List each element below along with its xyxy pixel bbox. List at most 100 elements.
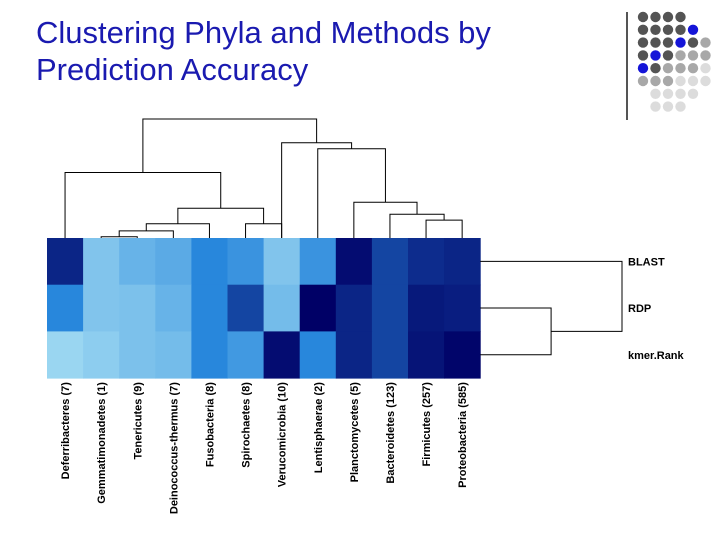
decorative-dot	[662, 101, 674, 112]
heatmap-cell	[119, 238, 156, 286]
dendrogram-branch	[317, 148, 386, 238]
column-labels: Deferribacteres (7) Gemmatimonadetes (1) T…	[60, 382, 469, 514]
decorative-dot	[687, 37, 699, 48]
dendrogram-branch	[389, 213, 445, 238]
row-label: BLAST	[628, 256, 665, 268]
heatmap-cell	[155, 238, 192, 286]
heatmap-cell	[299, 331, 337, 379]
decorative-dot	[637, 75, 649, 87]
row-label: kmer.Rank	[628, 350, 685, 362]
dendrogram-branch	[281, 142, 353, 238]
decorative-dot	[675, 101, 686, 112]
row-label: RDP	[628, 303, 651, 315]
column-label: Proteobacteria (585)	[457, 382, 469, 488]
heatmap-cell	[444, 238, 481, 286]
column-label: Tenericutes (9)	[132, 382, 144, 460]
column-label: Gemmatimonadetes (1)	[96, 382, 108, 504]
decorative-dot	[637, 63, 649, 74]
decorative-dot	[687, 50, 699, 61]
decorative-dot	[687, 75, 699, 87]
decorative-dot	[650, 37, 661, 48]
decorative-dot	[662, 63, 674, 74]
column-label: Bacteroidetes (123)	[385, 382, 397, 484]
dendrogram-branch	[425, 219, 463, 238]
page-title: Clustering Phyla and Methods by Predicti…	[36, 14, 491, 88]
decorative-dot	[650, 50, 661, 61]
heatmap-cell	[408, 284, 445, 332]
column-label: Firmicutes (257)	[421, 382, 433, 467]
decorative-dot	[687, 88, 699, 100]
decorative-dot	[687, 63, 699, 74]
title-line-1: Clustering Phyla and Methods by	[36, 15, 491, 50]
title-line-2: Prediction Accuracy	[36, 52, 309, 87]
decorative-dot	[675, 11, 686, 23]
heatmap-cell	[263, 331, 301, 379]
decorative-dot-grid	[637, 11, 711, 112]
dendrogram-branch	[480, 260, 623, 332]
column-label: Planctomycetes (5)	[349, 382, 361, 483]
heatmap-cell	[155, 331, 192, 379]
heatmap-cell	[83, 238, 120, 286]
row-dendrogram	[480, 260, 623, 356]
column-label: Lentisphaerae (2)	[313, 382, 325, 473]
heatmap-cell	[119, 284, 156, 332]
decorative-dot	[700, 50, 711, 61]
heatmap-cell	[335, 284, 373, 332]
dendrogram-branch	[142, 118, 318, 173]
decorative-dot	[637, 11, 649, 23]
decorative-dot	[650, 24, 661, 35]
dendrogram-branch	[100, 236, 138, 238]
heatmap-cell	[119, 331, 156, 379]
heatmap-cell	[83, 284, 120, 332]
decorative-dot	[675, 24, 686, 35]
heatmap-cell	[408, 238, 445, 286]
decorative-dot	[662, 50, 674, 61]
decorative-dot	[650, 101, 661, 112]
heatmap-cell	[227, 331, 265, 379]
heatmap-cell	[47, 238, 84, 286]
decorative-dot	[662, 88, 674, 100]
decorative-dot	[675, 88, 686, 100]
decorative-dot	[650, 11, 661, 23]
decorative-dot	[700, 37, 711, 48]
column-label: Deferribacteres (7)	[60, 382, 72, 480]
decorative-dot	[650, 63, 661, 74]
decorative-dot	[650, 75, 661, 87]
decorative-dot	[637, 37, 649, 48]
decorative-dot	[700, 75, 711, 87]
heatmap-cell	[335, 331, 373, 379]
heatmap-cell	[371, 284, 409, 332]
heatmap-cell	[191, 284, 228, 332]
heatmap-cell	[227, 284, 265, 332]
heatmap-cell	[408, 331, 445, 379]
heatmap-cell	[263, 238, 301, 286]
heatmap-cell	[191, 238, 228, 286]
dendrogram-branch	[245, 223, 283, 238]
column-label: Verucomicrobia (10)	[277, 382, 289, 487]
column-dendrogram	[64, 118, 463, 238]
heatmap-cell	[335, 238, 373, 286]
dendrogram-branch	[480, 307, 552, 356]
decorative-dot	[675, 37, 686, 48]
row-labels: BLAST RDP kmer.Rank	[628, 256, 685, 361]
decorative-dot	[650, 88, 661, 100]
decorative-dot	[637, 50, 649, 61]
column-label: Spirochaetes (8)	[241, 382, 253, 468]
decorative-dot	[675, 75, 686, 87]
decorative-dot	[662, 11, 674, 23]
dendrogram-branch	[64, 172, 222, 238]
heatmap-cell	[263, 284, 301, 332]
heatmap-cell	[444, 284, 481, 332]
decorative-dot	[637, 24, 649, 35]
heatmap-cell	[371, 238, 409, 286]
heatmap-cell	[299, 284, 337, 332]
heatmap-cell	[191, 331, 228, 379]
heatmap-cell	[47, 331, 84, 379]
column-label: Deinococcus-thermus (7)	[168, 382, 180, 514]
decorative-dot	[662, 75, 674, 87]
title-divider	[626, 12, 628, 120]
heatmap-cell	[444, 331, 481, 379]
heatmap-cell	[227, 238, 265, 286]
decorative-dot	[662, 24, 674, 35]
